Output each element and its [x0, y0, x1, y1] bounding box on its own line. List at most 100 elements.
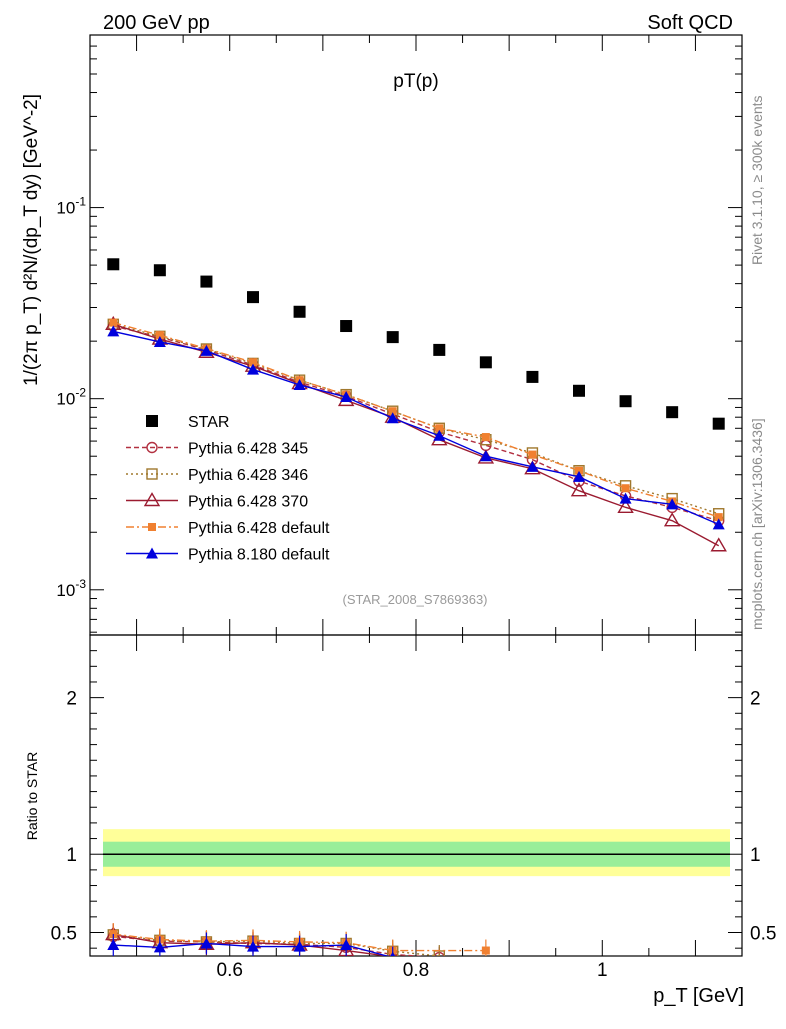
- legend-label: Pythia 6.428 370: [188, 494, 308, 511]
- data-point: [479, 356, 492, 369]
- data-point: [386, 412, 399, 424]
- main-y-tick-label: 10-3: [56, 577, 86, 600]
- data-point: [433, 343, 446, 356]
- data-point: [666, 406, 679, 419]
- data-point: [109, 318, 118, 327]
- series-line: [113, 330, 719, 525]
- data-point: [575, 466, 583, 475]
- ratio-data-point: [200, 937, 213, 949]
- main-y-axis-label-text: 1/(2π p_T) d²N/(dp_T dy) [GeV^-2]: [21, 94, 42, 386]
- main-series-group: [105, 258, 727, 552]
- header-left: 200 GeV pp: [103, 12, 210, 34]
- main-y-axis-label: 1/(2π p_T) d²N/(dp_T dy) [GeV^-2]: [21, 94, 42, 386]
- legend-entry: Pythia 6.428 370: [126, 492, 308, 511]
- main-y-axis: 10-3 10-2 10-1: [56, 34, 742, 633]
- main-y-tick-label: 10-1: [56, 195, 86, 218]
- plot-title: pT(p): [393, 71, 438, 92]
- ratio-data-point: [247, 940, 259, 952]
- data-point: [619, 492, 632, 504]
- ratio-uncertainty-bands: [103, 829, 730, 877]
- data-point: [153, 264, 166, 277]
- ratio-y-axis: 0.5 0.5 1 1 2 2: [51, 634, 776, 949]
- ratio-series-clipped: [105, 923, 490, 956]
- x-axis: 0.6 0.8 1: [89, 35, 743, 981]
- data-point: [200, 344, 213, 356]
- ratio-y-tick-label-right: 2: [750, 689, 761, 710]
- ratio-series-pythia-8-180-default: [107, 932, 396, 956]
- main-panel-frame: [89, 34, 743, 636]
- data-point: [710, 537, 727, 552]
- header-right: Soft QCD: [647, 12, 733, 34]
- ratio-data-point: [390, 951, 396, 956]
- ratio-y-tick-label-left: 1: [66, 845, 77, 866]
- series-line: [113, 321, 719, 518]
- data-point: [481, 433, 490, 442]
- legend-marker: [146, 468, 158, 480]
- legend-entry: Pythia 6.428 default: [126, 520, 330, 537]
- x-tick-label: 0.6: [217, 960, 243, 981]
- data-point: [621, 484, 630, 493]
- ratio-data-point: [388, 948, 398, 956]
- x-axis-label: p_T [GeV]: [653, 985, 744, 1007]
- ratio-y-tick-label-left: 0.5: [51, 924, 77, 945]
- data-point: [340, 391, 353, 403]
- data-point: [340, 320, 353, 333]
- data-point: [433, 429, 446, 441]
- series-star: [107, 258, 725, 430]
- ratio-series-group: [105, 923, 490, 956]
- data-point: [435, 424, 444, 433]
- data-point: [293, 305, 306, 318]
- data-point: [666, 498, 679, 510]
- data-point: [714, 513, 723, 522]
- data-point: [247, 363, 259, 375]
- data-point: [712, 518, 725, 530]
- legend-marker: [148, 523, 156, 531]
- data-point: [619, 395, 632, 408]
- legend-marker: [143, 492, 161, 507]
- legend-marker: [146, 415, 158, 427]
- legend-label: Pythia 6.428 default: [188, 520, 330, 537]
- data-point: [526, 370, 539, 383]
- legend-entry: STAR: [146, 414, 229, 431]
- ratio-y-axis-label: Ratio to STAR: [24, 752, 40, 840]
- data-point: [107, 325, 120, 337]
- data-point: [573, 470, 585, 482]
- ratio-series-line: [113, 933, 486, 952]
- legend-label: Pythia 8.180 default: [188, 547, 330, 564]
- data-point: [153, 335, 166, 347]
- data-point: [386, 331, 399, 344]
- analysis-label: (STAR_2008_S7869363): [342, 592, 487, 607]
- legend-label: Pythia 6.428 346: [188, 467, 308, 484]
- data-point: [573, 384, 585, 397]
- ratio-y-tick-label-right: 0.5: [750, 924, 776, 945]
- data-point: [526, 460, 539, 472]
- data-point: [293, 378, 306, 390]
- x-tick-label: 0.8: [403, 960, 429, 981]
- data-point: [200, 275, 213, 288]
- ratio-data-point: [340, 939, 353, 951]
- data-point: [155, 331, 164, 340]
- legend-label: STAR: [188, 414, 229, 431]
- data-point: [528, 450, 537, 459]
- ratio-panel-frame: [89, 634, 743, 957]
- ratio-y-tick-label-right: 1: [750, 845, 761, 866]
- data-point: [617, 498, 634, 514]
- legend-entry: Pythia 6.428 346: [126, 467, 308, 484]
- x-tick-label: 1: [597, 960, 608, 981]
- legend-entry: Pythia 6.428 345: [126, 441, 308, 458]
- series-line: [113, 325, 719, 522]
- ratio-data-point: [481, 946, 490, 955]
- data-point: [712, 417, 725, 430]
- series-pythia-8-180-default: [107, 325, 725, 530]
- mcplots-label: mcplots.cern.ch [arXiv:1306.3436]: [749, 418, 765, 630]
- data-point: [247, 291, 259, 304]
- rivet-version-label: Rivet 3.1.10, ≥ 300k events: [749, 95, 765, 265]
- series-pythia-6-428-370: [105, 315, 727, 552]
- data-point: [570, 482, 588, 497]
- legend: STAR Pythia 6.428 345 Pythia 6.428 346 Pyth…: [126, 414, 330, 564]
- data-point: [479, 450, 492, 462]
- data-point: [388, 407, 397, 416]
- main-y-tick-label: 10-2: [56, 386, 86, 409]
- ratio-data-point: [153, 941, 166, 953]
